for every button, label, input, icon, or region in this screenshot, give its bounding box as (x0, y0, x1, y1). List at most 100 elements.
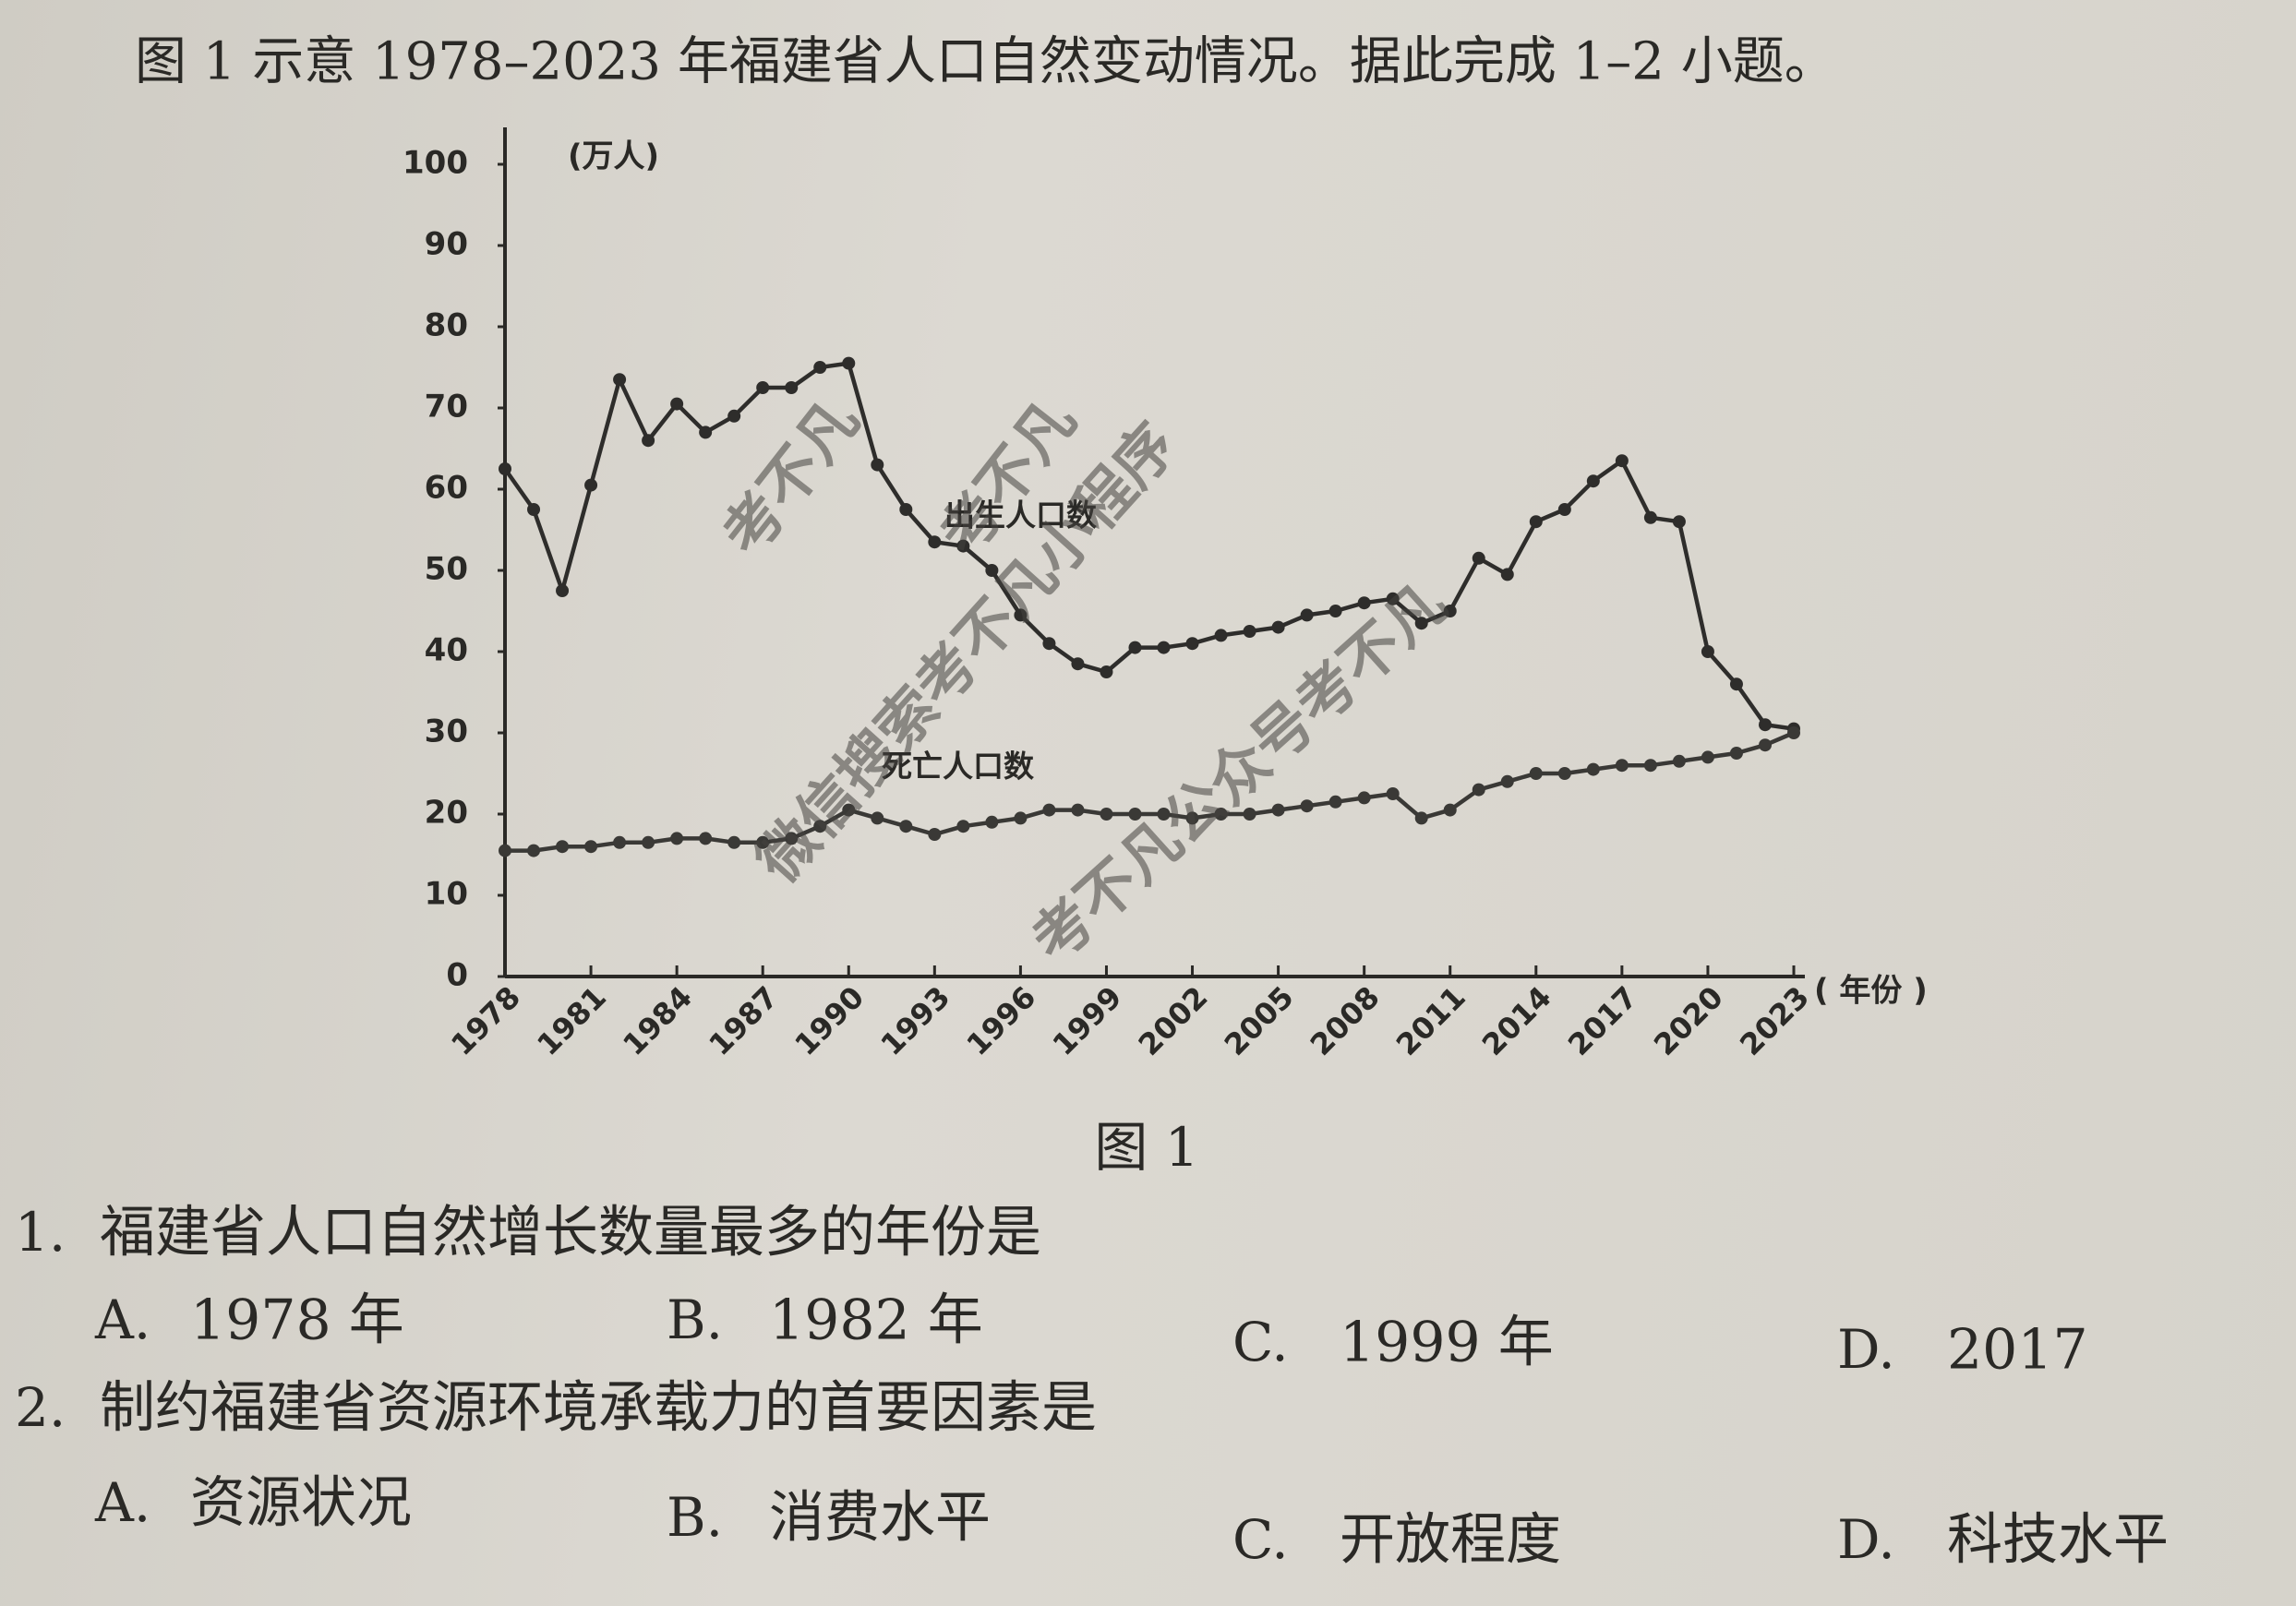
y-tick-label: 80 (425, 307, 468, 344)
option-letter: C. (1232, 1311, 1289, 1373)
y-tick-label: 50 (425, 551, 468, 588)
x-tick-label: 2023 (1733, 979, 1816, 1062)
data-point (527, 844, 541, 857)
data-point (1500, 568, 1514, 581)
x-tick-label: 1993 (874, 979, 957, 1062)
data-point (727, 835, 741, 849)
series-label: 死亡人口数 (882, 749, 1035, 785)
data-point (1157, 641, 1171, 654)
data-point (928, 535, 942, 549)
data-point (1414, 811, 1428, 825)
option-letter: D. (1837, 1318, 1895, 1381)
data-point (1758, 718, 1772, 732)
option-letter: A. (94, 1471, 150, 1534)
x-tick-label: 2020 (1647, 979, 1730, 1062)
x-tick-label: 1987 (702, 979, 785, 1062)
data-point (1300, 799, 1314, 813)
series-label: 出生人口数 (944, 497, 1098, 533)
y-tick-label: 0 (446, 957, 468, 994)
data-point (1672, 754, 1686, 768)
data-point (1300, 608, 1314, 622)
question-number: 2. (15, 1376, 66, 1439)
question-number: 1. (15, 1201, 66, 1264)
data-point (1586, 474, 1600, 488)
data-point (1701, 750, 1714, 764)
data-point (699, 832, 713, 845)
data-point (899, 503, 913, 516)
data-point (1071, 657, 1085, 671)
option-letter: D. (1837, 1508, 1895, 1571)
data-point (1328, 795, 1342, 809)
data-point (1214, 808, 1228, 821)
x-tick-label: 2017 (1561, 979, 1644, 1062)
question-stem: 制约福建省资源环境承载力的首要因素是 (100, 1376, 1097, 1441)
data-point (499, 462, 511, 475)
data-point (1357, 596, 1371, 610)
option-letter: A. (94, 1288, 150, 1351)
option-letter: C. (1232, 1508, 1289, 1571)
data-point (527, 503, 541, 516)
data-point (1271, 803, 1285, 817)
option-text: 2017 (1947, 1318, 2088, 1383)
x-tick-label: 2002 (1132, 979, 1215, 1062)
data-point (1328, 605, 1342, 617)
data-point (899, 820, 913, 833)
x-tick-label: 1999 (1046, 979, 1129, 1062)
data-point (1443, 803, 1457, 817)
data-point (613, 373, 627, 387)
data-point (1014, 811, 1028, 825)
figure-caption: 图 1 (1094, 1116, 1198, 1179)
x-tick-label: 2008 (1304, 979, 1387, 1062)
data-point (1243, 625, 1256, 638)
y-tick-label: 20 (425, 795, 468, 832)
data-point (1128, 808, 1142, 821)
data-point (985, 815, 999, 829)
data-point (1672, 515, 1686, 529)
option-letter: B. (667, 1486, 723, 1549)
data-point (985, 564, 999, 577)
data-point (1472, 551, 1485, 565)
data-point (1185, 637, 1199, 651)
y-tick-label: 60 (425, 470, 468, 507)
data-point (1042, 803, 1056, 817)
y-tick-label: 90 (425, 226, 468, 263)
data-point (1586, 762, 1600, 776)
data-point (1357, 791, 1371, 805)
data-point (1557, 503, 1571, 516)
data-point (1243, 808, 1256, 821)
data-point (670, 397, 684, 411)
x-tick-label: 1984 (616, 979, 699, 1062)
data-point (1557, 767, 1571, 780)
data-point (1729, 747, 1743, 760)
data-point (1042, 637, 1056, 651)
data-point (1472, 783, 1485, 797)
y-axis-label: (万人) (568, 138, 659, 175)
data-point (1529, 515, 1543, 529)
data-point (613, 835, 627, 849)
data-point (813, 820, 827, 833)
data-point (1443, 605, 1457, 617)
data-point (1214, 629, 1228, 642)
x-axis-label: ( 年份 ) (1814, 973, 1928, 1010)
data-point (642, 434, 655, 448)
y-tick-label: 70 (425, 389, 468, 425)
question-stem: 福建省人口自然增长数量最多的年份是 (100, 1201, 1041, 1265)
option-text: 1982 年 (769, 1288, 983, 1353)
y-tick-label: 10 (425, 876, 468, 913)
data-point (928, 828, 942, 841)
data-point (956, 820, 970, 833)
data-point (1128, 641, 1142, 654)
series-line (503, 361, 1795, 731)
data-point (1100, 808, 1113, 821)
data-point (756, 835, 770, 849)
x-tick-label: 1981 (530, 979, 613, 1062)
data-point (1157, 808, 1171, 821)
data-point (1643, 759, 1657, 773)
option-letter: B. (667, 1288, 723, 1351)
data-point (1500, 774, 1514, 788)
data-point (1758, 738, 1772, 752)
data-point (813, 361, 827, 374)
x-tick-label: 2005 (1218, 979, 1301, 1062)
data-point (1787, 726, 1800, 739)
